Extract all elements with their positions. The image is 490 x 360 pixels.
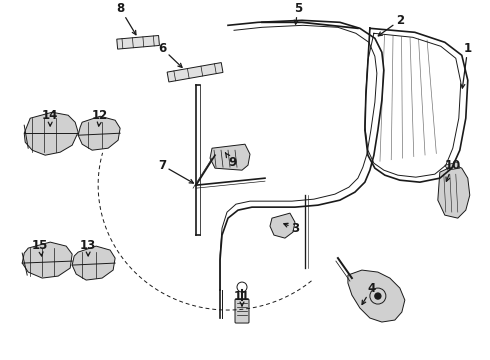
Text: 15: 15 bbox=[32, 239, 49, 256]
Circle shape bbox=[375, 293, 381, 299]
Text: 9: 9 bbox=[225, 153, 236, 169]
Polygon shape bbox=[167, 63, 223, 82]
Text: 1: 1 bbox=[461, 42, 472, 88]
Text: 5: 5 bbox=[294, 2, 302, 24]
Text: 11: 11 bbox=[234, 289, 250, 306]
Polygon shape bbox=[24, 112, 78, 155]
Text: 2: 2 bbox=[378, 14, 404, 36]
Polygon shape bbox=[22, 242, 72, 278]
Text: 3: 3 bbox=[284, 222, 299, 235]
Polygon shape bbox=[78, 116, 120, 150]
Polygon shape bbox=[438, 165, 470, 218]
Text: 13: 13 bbox=[80, 239, 96, 256]
Polygon shape bbox=[210, 144, 250, 170]
Text: 7: 7 bbox=[158, 159, 194, 183]
Polygon shape bbox=[270, 213, 295, 238]
Text: 8: 8 bbox=[116, 2, 136, 35]
Text: 6: 6 bbox=[158, 42, 182, 67]
Polygon shape bbox=[348, 270, 405, 322]
Polygon shape bbox=[117, 36, 159, 49]
Text: 12: 12 bbox=[92, 109, 108, 126]
FancyBboxPatch shape bbox=[235, 299, 249, 323]
Text: 14: 14 bbox=[42, 109, 58, 126]
Polygon shape bbox=[72, 246, 115, 280]
Text: 10: 10 bbox=[445, 159, 461, 181]
Polygon shape bbox=[445, 162, 460, 170]
Text: 4: 4 bbox=[362, 282, 376, 305]
